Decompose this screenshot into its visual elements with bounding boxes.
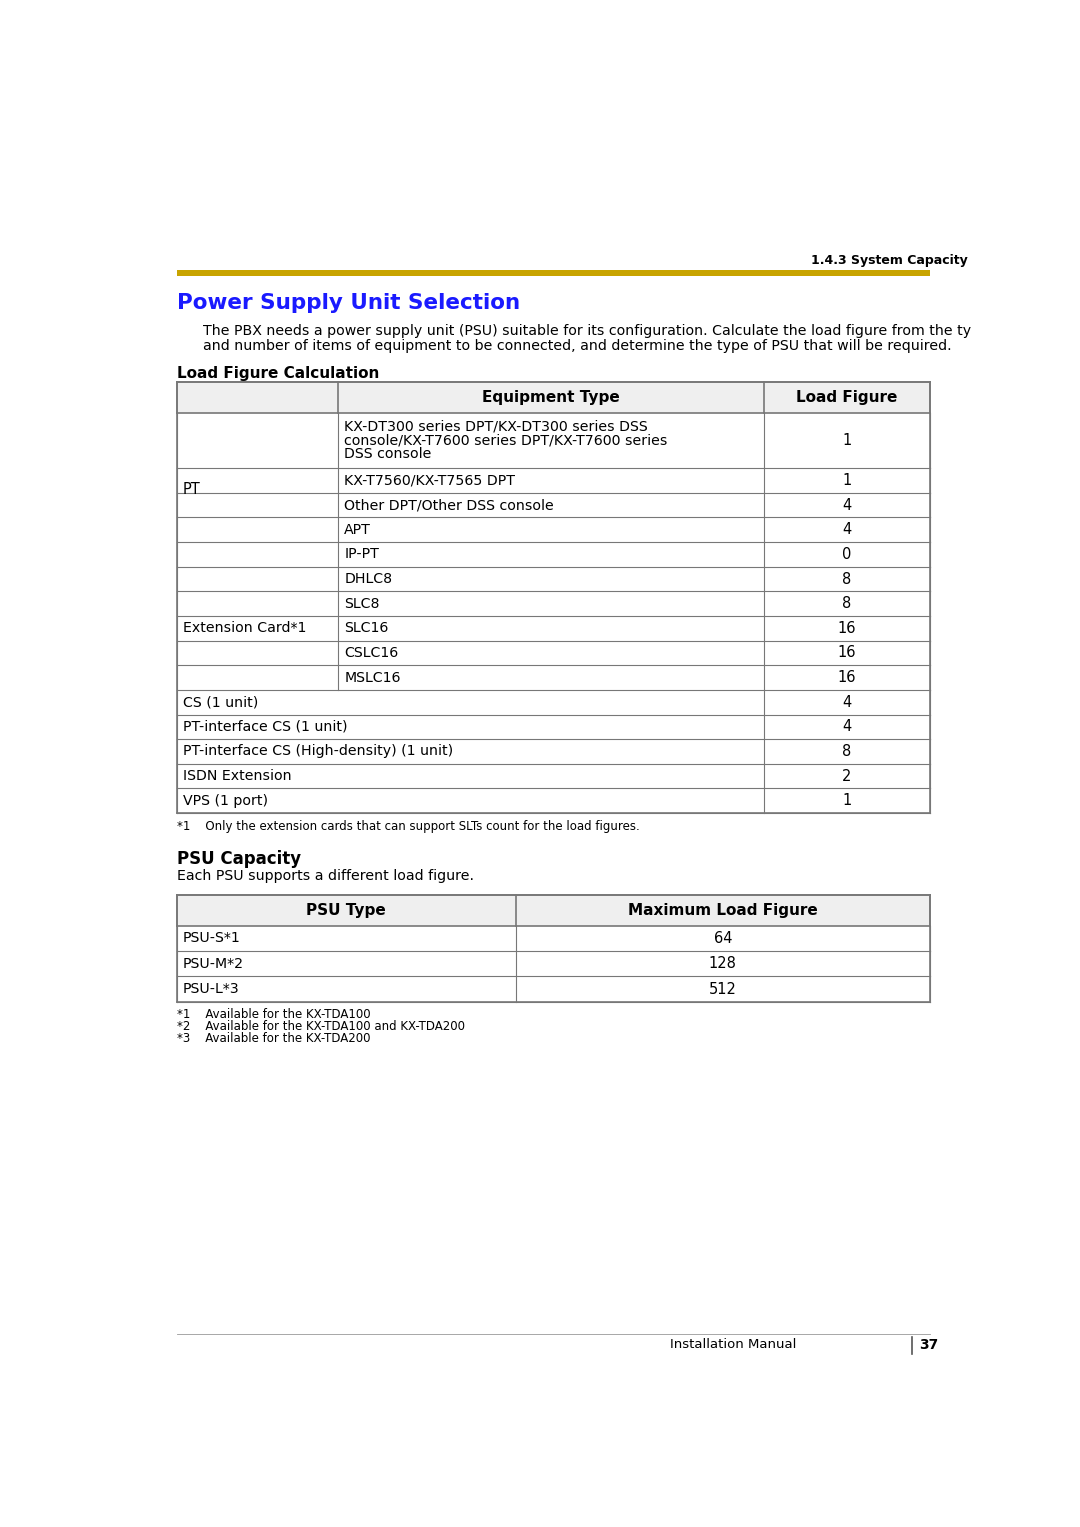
- Text: and number of items of equipment to be connected, and determine the type of PSU : and number of items of equipment to be c…: [203, 339, 951, 353]
- Text: Other DPT/Other DSS console: Other DPT/Other DSS console: [345, 498, 554, 512]
- Text: 4: 4: [842, 695, 851, 710]
- Text: 4: 4: [842, 719, 851, 734]
- Text: KX-DT300 series DPT/KX-DT300 series DSS: KX-DT300 series DPT/KX-DT300 series DSS: [345, 420, 648, 434]
- Text: Load Figure Calculation: Load Figure Calculation: [177, 366, 379, 380]
- Text: The PBX needs a power supply unit (PSU) suitable for its configuration. Calculat: The PBX needs a power supply unit (PSU) …: [203, 324, 989, 337]
- Bar: [177, 895, 930, 925]
- Bar: [177, 567, 338, 690]
- Text: SLC8: SLC8: [345, 597, 380, 611]
- Text: 1: 1: [842, 473, 851, 489]
- Text: PSU-M*2: PSU-M*2: [183, 956, 244, 971]
- Text: PT-interface CS (1 unit): PT-interface CS (1 unit): [183, 719, 348, 734]
- Text: PSU Type: PSU Type: [307, 902, 386, 918]
- Text: DHLC8: DHLC8: [345, 573, 392, 586]
- Text: VPS (1 port): VPS (1 port): [183, 794, 268, 808]
- Text: 16: 16: [838, 646, 856, 661]
- Text: 64: 64: [714, 931, 732, 945]
- Text: 4: 4: [842, 498, 851, 513]
- Text: KX-T7560/KX-T7565 DPT: KX-T7560/KX-T7565 DPT: [345, 473, 515, 487]
- Text: 8: 8: [842, 744, 851, 759]
- Text: *2    Available for the KX-TDA100 and KX-TDA200: *2 Available for the KX-TDA100 and KX-TD…: [177, 1020, 464, 1032]
- Text: PSU-S*1: PSU-S*1: [183, 931, 241, 945]
- Text: APT: APT: [345, 522, 372, 536]
- Text: Load Figure: Load Figure: [796, 389, 897, 405]
- Text: 8: 8: [842, 596, 851, 611]
- Text: 1: 1: [842, 434, 851, 447]
- Text: Equipment Type: Equipment Type: [482, 389, 620, 405]
- Text: ISDN Extension: ISDN Extension: [183, 770, 292, 783]
- Text: Extension Card*1: Extension Card*1: [183, 621, 307, 635]
- Text: 0: 0: [842, 547, 851, 562]
- Bar: [177, 412, 338, 567]
- Text: PT: PT: [183, 483, 201, 498]
- Text: *1    Available for the KX-TDA100: *1 Available for the KX-TDA100: [177, 1008, 370, 1020]
- Text: CSLC16: CSLC16: [345, 646, 399, 660]
- Text: Installation Manual: Installation Manual: [670, 1338, 796, 1351]
- Text: DSS console: DSS console: [345, 447, 432, 461]
- Text: console/KX-T7600 series DPT/KX-T7600 series: console/KX-T7600 series DPT/KX-T7600 ser…: [345, 434, 667, 447]
- Text: Power Supply Unit Selection: Power Supply Unit Selection: [177, 293, 519, 313]
- Text: 37: 37: [919, 1338, 939, 1353]
- Text: Maximum Load Figure: Maximum Load Figure: [627, 902, 818, 918]
- Bar: [177, 382, 930, 412]
- Text: SLC16: SLC16: [345, 621, 389, 635]
- Text: 1.4.3 System Capacity: 1.4.3 System Capacity: [811, 253, 968, 267]
- Text: Each PSU supports a different load figure.: Each PSU supports a different load figur…: [177, 869, 474, 883]
- Text: IP-PT: IP-PT: [345, 547, 379, 562]
- Text: 8: 8: [842, 571, 851, 586]
- Text: 512: 512: [708, 982, 737, 997]
- Text: *1    Only the extension cards that can support SLTs count for the load figures.: *1 Only the extension cards that can sup…: [177, 820, 639, 834]
- Text: 16: 16: [838, 621, 856, 635]
- Text: 128: 128: [708, 956, 737, 971]
- Text: PSU Capacity: PSU Capacity: [177, 851, 301, 869]
- Text: CS (1 unit): CS (1 unit): [183, 695, 258, 709]
- Text: 2: 2: [842, 768, 851, 783]
- Text: PT-interface CS (High-density) (1 unit): PT-interface CS (High-density) (1 unit): [183, 745, 454, 759]
- Bar: [177, 270, 930, 276]
- Text: PSU-L*3: PSU-L*3: [183, 982, 240, 996]
- Text: MSLC16: MSLC16: [345, 670, 401, 684]
- Text: 16: 16: [838, 670, 856, 686]
- Text: 4: 4: [842, 522, 851, 538]
- Text: *3    Available for the KX-TDA200: *3 Available for the KX-TDA200: [177, 1032, 370, 1044]
- Text: 1: 1: [842, 794, 851, 808]
